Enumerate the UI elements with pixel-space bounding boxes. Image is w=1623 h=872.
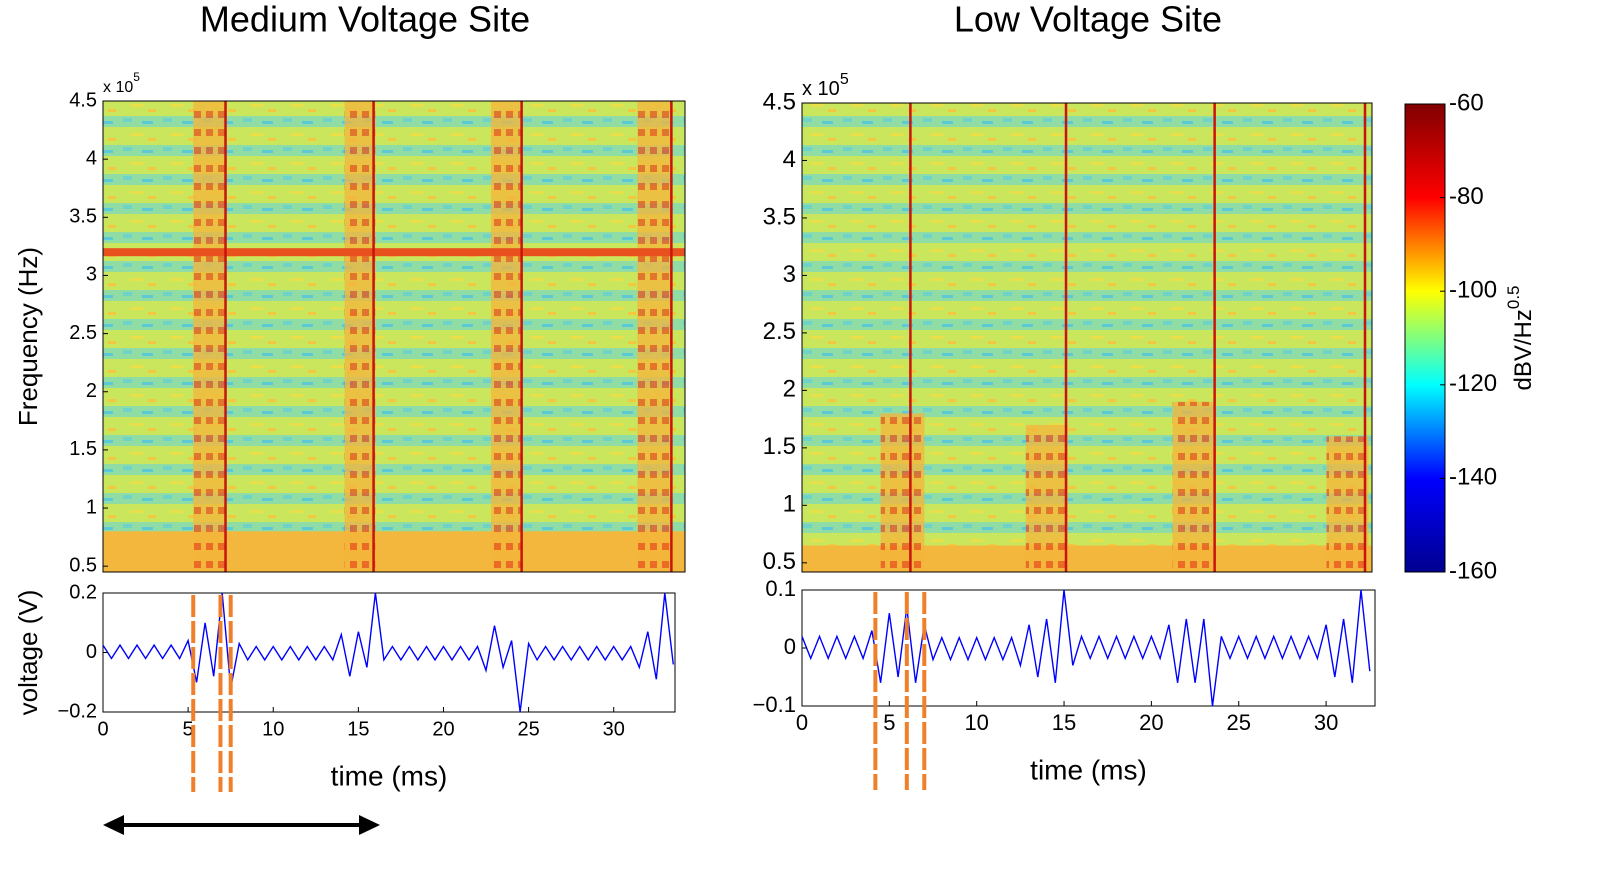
y-tick-label: 0 [86, 641, 97, 663]
x-tick-label: 20 [1139, 710, 1163, 735]
y-tick-label: 3.5 [763, 203, 796, 230]
y-tick-label: 0.2 [69, 581, 97, 603]
x-tick-label: 0 [97, 718, 108, 740]
x-tick-label: 30 [1314, 710, 1338, 735]
y-tick-label: 3.5 [69, 206, 97, 228]
plot-area [801, 589, 1376, 707]
y-tick-label: 1 [783, 491, 796, 518]
y-tick-label: 2.5 [69, 322, 97, 344]
chart-title: Medium Voltage Site [200, 0, 530, 40]
label-base: dBV/Hz [1510, 309, 1537, 390]
x-axis-label: time (ms) [331, 760, 448, 791]
burst [491, 101, 522, 572]
x-tick-label: 10 [964, 710, 988, 735]
x-tick-label: 10 [262, 718, 284, 740]
burst [637, 101, 672, 572]
y-tick-label: 3 [783, 261, 796, 288]
y-tick-label: 4.5 [763, 88, 796, 115]
y-exponent: x 105 [802, 71, 849, 100]
waveform [801, 589, 1371, 707]
burst [1172, 401, 1215, 572]
y-tick-label: 4 [783, 146, 796, 173]
y-tick-label: 1.5 [763, 433, 796, 460]
arrow-head [359, 815, 380, 835]
label-power: 0.5 [1504, 285, 1523, 309]
y-tick-label: 3 [86, 264, 97, 286]
plot-frame [102, 100, 686, 573]
x-tick-label: 30 [603, 718, 625, 740]
exponent-base: x 10 [103, 79, 133, 96]
y-tick-label: 2 [86, 380, 97, 402]
y-tick-label: 2 [783, 376, 796, 403]
colorbar-tick-label: -140 [1449, 464, 1497, 491]
burst [193, 101, 226, 572]
colorbar-tick-label: -100 [1449, 277, 1497, 304]
x-tick-label: 0 [796, 710, 808, 735]
arrow-head [103, 815, 124, 835]
colorbar [1404, 103, 1446, 573]
exponent-power: 5 [840, 71, 849, 88]
y-tick-label: 0.5 [763, 548, 796, 575]
colorbar-tick-label: -80 [1449, 183, 1484, 210]
tone-line [103, 248, 685, 257]
x-tick-label: 20 [432, 718, 454, 740]
low-band [103, 531, 685, 572]
x-axis-label: time (ms) [1030, 754, 1147, 785]
y-tick-label: −0.2 [58, 700, 97, 722]
y-tick-label: 4 [86, 147, 97, 169]
y-tick-label: 4.5 [69, 89, 97, 111]
x-tick-label: 5 [183, 718, 194, 740]
y-axis-label: voltage (V) [13, 590, 43, 716]
y-tick-label: 1 [86, 496, 97, 518]
colorbar-tick-label: -120 [1449, 370, 1497, 397]
y-tick-label: 2.5 [763, 318, 796, 345]
y-axis-label: Frequency (Hz) [13, 247, 43, 426]
x-tick-label: 25 [1226, 710, 1250, 735]
x-tick-label: 15 [347, 718, 369, 740]
burst [880, 413, 925, 572]
y-exponent: x 105 [103, 70, 140, 96]
y-tick-label: 0 [784, 634, 796, 659]
spectrogram [103, 101, 685, 572]
x-tick-label: 25 [517, 718, 539, 740]
y-tick-label: 0.5 [69, 554, 97, 576]
x-tick-label: 5 [883, 710, 895, 735]
colorbar-tick-label: -60 [1449, 89, 1484, 116]
chart-title: Low Voltage Site [954, 0, 1222, 40]
exponent-base: x 10 [802, 78, 840, 100]
x-tick-label: 15 [1052, 710, 1076, 735]
y-tick-label: 0.1 [765, 576, 796, 601]
y-tick-label: −0.1 [753, 692, 796, 717]
burst [344, 101, 376, 572]
plot-frame [801, 102, 1373, 573]
waveform [102, 592, 674, 713]
y-tick-label: 1.5 [69, 438, 97, 460]
burst [1326, 436, 1369, 572]
exponent-power: 5 [133, 70, 140, 84]
burst [1025, 424, 1068, 572]
colorbar-label: dBV/Hz0.5 [1504, 285, 1537, 390]
colorbar-tick-label: -160 [1449, 557, 1497, 584]
